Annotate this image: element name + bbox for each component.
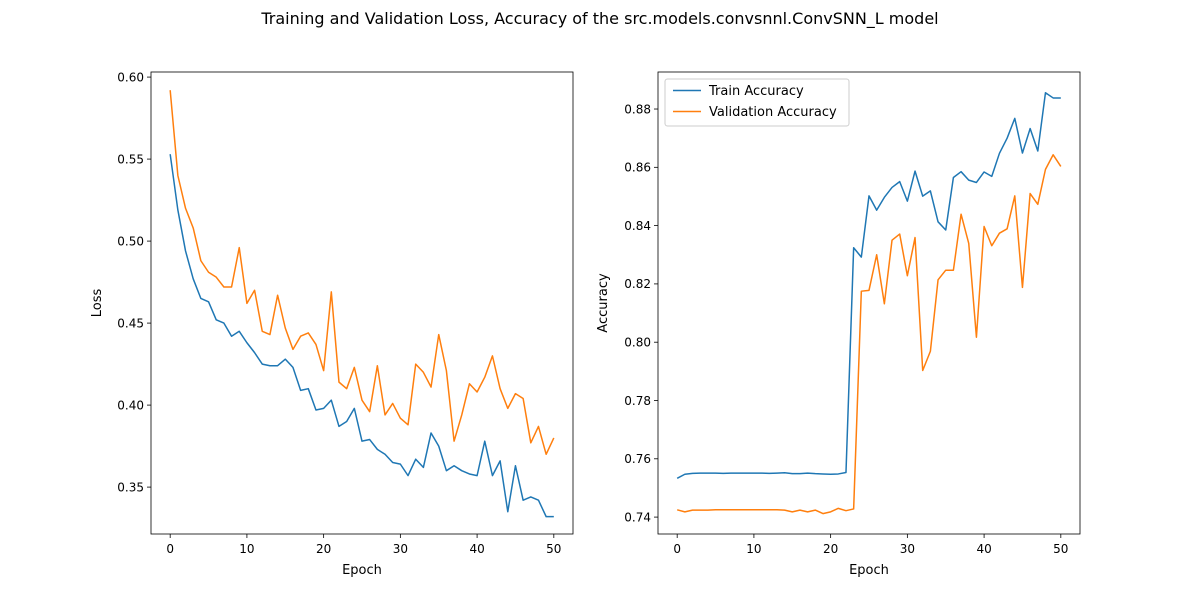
accuracy-x-tick-label: 50 — [1053, 542, 1068, 556]
accuracy-y-tick-label: 0.88 — [624, 102, 651, 116]
loss-y-tick-label: 0.55 — [117, 152, 144, 166]
accuracy-y-tick-label: 0.84 — [624, 219, 651, 233]
accuracy-x-axis-label: Epoch — [849, 563, 889, 578]
loss-x-tick-label: 0 — [166, 542, 174, 556]
accuracy-validation-line — [676, 154, 1062, 515]
accuracy-legend: Train Accuracy Validation Accuracy — [664, 78, 850, 127]
accuracy-y-tick-label: 0.74 — [624, 510, 651, 524]
loss-y-tick-label: 0.50 — [117, 234, 144, 248]
accuracy-x-tick-label: 0 — [673, 542, 681, 556]
accuracy-y-tick-label: 0.76 — [624, 452, 651, 466]
accuracy-chart: 0 10 20 30 40 50 0.74 0.76 0.78 0.80 0.82 0.84 0.86 0… — [596, 71, 1081, 578]
loss-x-axis-label: Epoch — [342, 563, 382, 578]
loss-y-axis-label: Loss — [90, 289, 105, 318]
loss-y-tick-label: 0.40 — [117, 398, 144, 412]
accuracy-x-tick-label: 30 — [900, 542, 915, 556]
figure-title: Training and Validation Loss, Accuracy o… — [261, 9, 939, 28]
accuracy-y-tick-label: 0.82 — [624, 277, 651, 291]
loss-y-tick-label: 0.60 — [117, 70, 144, 84]
accuracy-legend-entry: Validation Accuracy — [709, 105, 837, 120]
accuracy-y-axis-label: Accuracy — [596, 273, 611, 333]
accuracy-legend-entry: Train Accuracy — [708, 84, 804, 99]
loss-chart: 0 10 20 30 40 50 0.35 0.40 0.45 0.50 0.55 0.60 Epoch… — [90, 70, 574, 578]
loss-x-tick-label: 40 — [469, 542, 484, 556]
loss-x-tick-label: 50 — [546, 542, 561, 556]
accuracy-y-tick-label: 0.86 — [624, 161, 651, 175]
loss-x-tick-label: 20 — [316, 542, 331, 556]
accuracy-y-tick-label: 0.80 — [624, 336, 651, 350]
loss-train-line — [169, 154, 554, 518]
accuracy-x-tick-label: 40 — [976, 542, 991, 556]
accuracy-x-tick-label: 20 — [823, 542, 838, 556]
accuracy-plot-frame — [657, 71, 1081, 535]
loss-x-tick-label: 10 — [239, 542, 254, 556]
loss-x-tick-label: 30 — [393, 542, 408, 556]
loss-y-tick-label: 0.35 — [117, 480, 144, 494]
loss-validation-line — [169, 90, 555, 456]
accuracy-legend-box — [664, 78, 850, 127]
loss-y-tick-label: 0.45 — [117, 316, 144, 330]
accuracy-y-tick-label: 0.78 — [624, 394, 651, 408]
accuracy-x-tick-label: 10 — [746, 542, 761, 556]
accuracy-train-line — [676, 91, 1061, 479]
loss-plot-frame — [150, 71, 574, 535]
